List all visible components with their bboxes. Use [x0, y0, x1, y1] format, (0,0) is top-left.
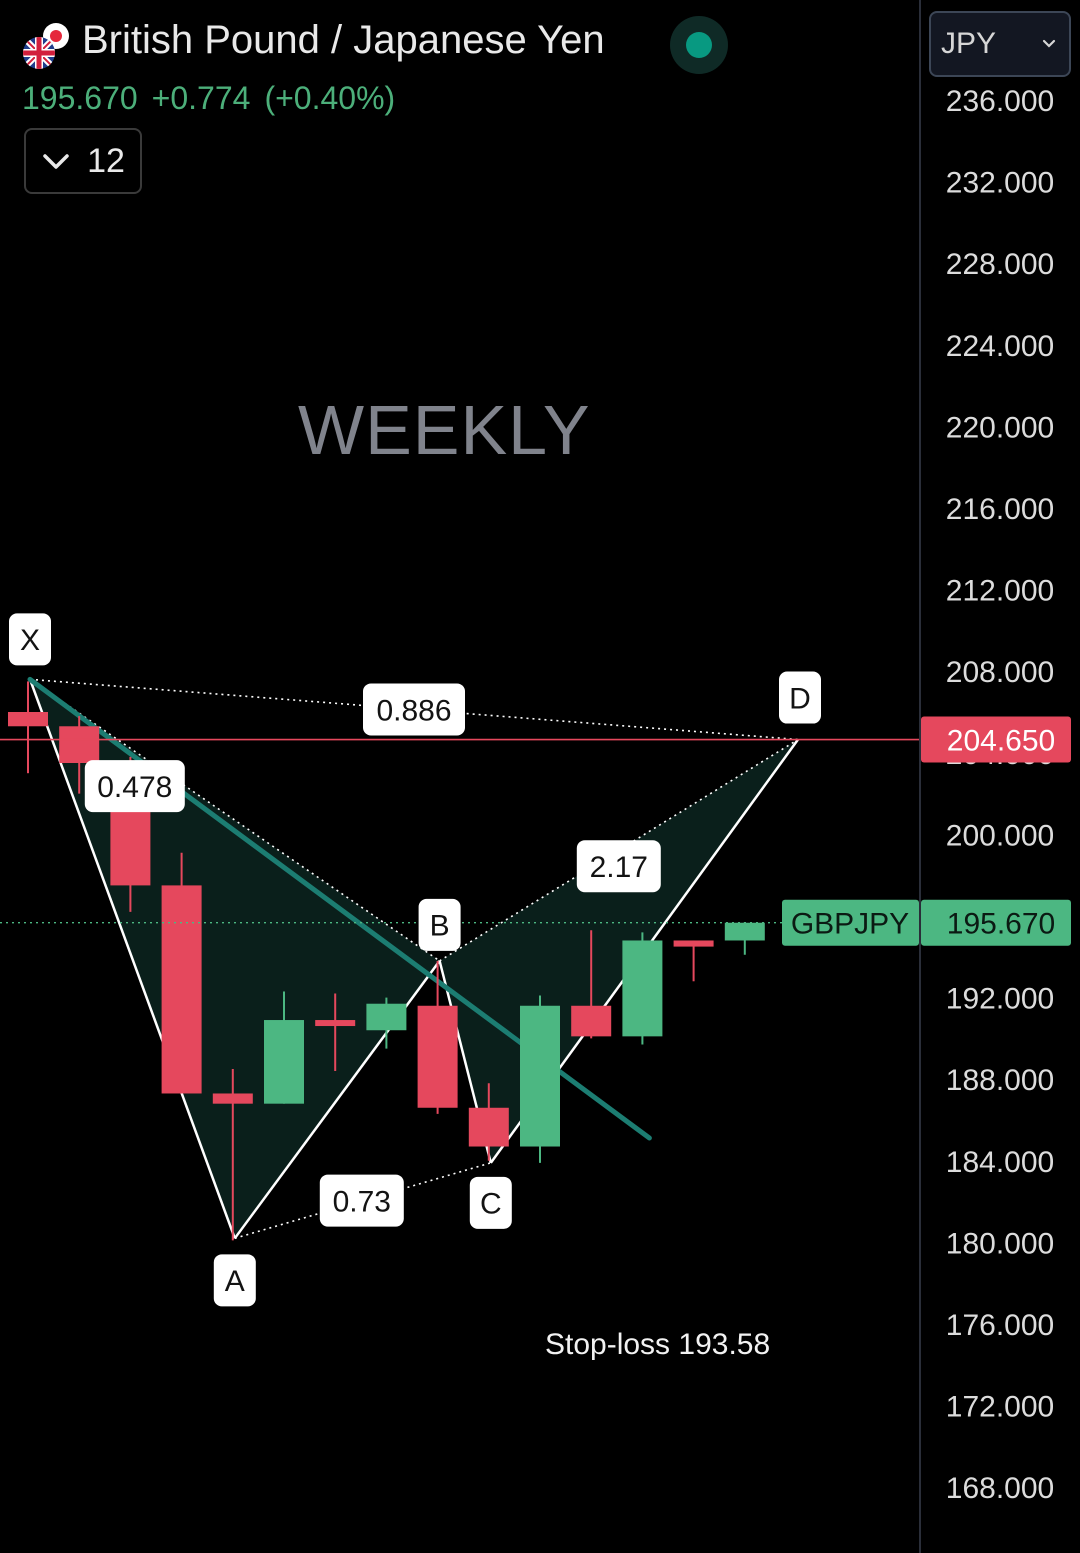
price-change-pct: (+0.40%) — [264, 80, 396, 116]
price-lines — [0, 738, 920, 924]
candle-body-down — [59, 726, 100, 763]
y-tick-label: 172.000 — [946, 1391, 1054, 1424]
chevron-down-icon — [43, 154, 69, 169]
ratio-label-text: 0.886 — [376, 694, 451, 727]
candle-body-up — [366, 1003, 407, 1031]
point-label-c: C — [469, 1176, 512, 1229]
currency-value: JPY — [941, 27, 997, 60]
red-price-badge — [921, 716, 1071, 763]
point-label-d: D — [779, 671, 821, 724]
pattern-ratio-line-XB — [29, 678, 441, 962]
candle-body-down — [468, 1107, 509, 1147]
symbol-title: British Pound / Japanese Yen — [82, 18, 605, 62]
ratio-label: 2.17 — [576, 840, 661, 893]
ratio-label-box — [576, 840, 661, 893]
y-tick-label: 208.000 — [946, 656, 1054, 689]
price-change: +0.774 — [151, 80, 251, 116]
ratio-label: 0.73 — [319, 1174, 404, 1227]
candle-body-down — [417, 1005, 458, 1108]
candle-body-up — [724, 922, 765, 941]
candle-body-up — [622, 940, 663, 1037]
y-tick-label: 188.000 — [946, 1064, 1054, 1097]
candle-body-down — [161, 885, 202, 1094]
y-tick-label: 228.000 — [946, 248, 1054, 281]
point-label-c-text: C — [480, 1188, 502, 1221]
y-tick-label: 200.000 — [946, 819, 1054, 852]
pattern-leg-XA — [28, 678, 236, 1239]
symbol-badge — [782, 899, 919, 946]
point-label-a: A — [213, 1254, 256, 1307]
point-label-x-box — [9, 613, 51, 666]
market-open-dot-icon — [686, 32, 712, 58]
point-label-d-text: D — [789, 682, 811, 715]
ratio-label-text: 0.478 — [97, 771, 172, 804]
ratio-label-box — [319, 1174, 404, 1227]
stop-loss-note: Stop-loss 193.58 — [545, 1328, 771, 1361]
candle-body-up — [520, 1005, 560, 1147]
y-tick-label: 180.000 — [946, 1227, 1054, 1260]
y-tick-label: 232.000 — [946, 167, 1054, 200]
point-label-x: X — [9, 613, 51, 666]
point-label-b: B — [418, 898, 461, 951]
market-status-indicator[interactable] — [670, 16, 728, 74]
point-label-a-box — [213, 1254, 256, 1307]
ratio-label: 0.478 — [84, 760, 185, 813]
price-summary: 195.670 +0.774 (+0.40%) — [22, 80, 409, 117]
y-tick-label: 216.000 — [946, 493, 1054, 526]
ratio-label: 0.886 — [363, 683, 465, 736]
last-price: 195.670 — [22, 80, 138, 116]
currency-select[interactable]: JPY — [929, 11, 1071, 77]
point-label-a-text: A — [225, 1265, 245, 1298]
y-tick-label: 192.000 — [946, 983, 1054, 1016]
current-price-badge — [921, 899, 1071, 946]
ratio-label-text: 2.17 — [590, 851, 648, 884]
y-tick-label: 212.000 — [946, 575, 1054, 608]
candle-body-down — [571, 1005, 612, 1037]
price-axis: 236.000 232.000 228.000 224.000 220.000 216.0… — [782, 85, 1071, 1505]
indicators-collapse-button[interactable]: 12 — [24, 128, 142, 194]
y-tick-label: 224.000 — [946, 330, 1054, 363]
current-price-badge-text: 195.670 — [947, 908, 1055, 941]
red-price-badge-text: 204.650 — [947, 725, 1055, 758]
candle-body-down — [212, 1093, 253, 1104]
timeframe-watermark: WEEKLY — [298, 391, 591, 469]
y-tick-label: 236.000 — [946, 85, 1054, 118]
symbol-badge-text: GBPJPY — [791, 908, 909, 941]
chevron-down-icon — [1042, 39, 1056, 48]
candle-body-down — [315, 1020, 356, 1027]
candle-body-down — [673, 940, 714, 947]
point-label-b-box — [418, 898, 461, 951]
point-label-b-text: B — [430, 910, 450, 943]
candle-body-up — [264, 1020, 304, 1104]
point-label-c-box — [469, 1176, 512, 1229]
axis-divider — [919, 0, 921, 1553]
candle-body-down — [8, 712, 48, 727]
point-label-d-box — [779, 671, 821, 724]
ratio-label-text: 0.73 — [333, 1185, 391, 1218]
pattern-labels: X A B C D 0.478 0.73 2.17 0.886 — [9, 613, 821, 1307]
y-tick-label: 168.000 — [946, 1472, 1054, 1505]
indicator-count: 12 — [87, 141, 125, 180]
y-tick-label: 184.000 — [946, 1146, 1054, 1179]
point-label-x-text: X — [20, 624, 40, 657]
y-tick-label: 220.000 — [946, 411, 1054, 444]
ratio-label-box — [363, 683, 465, 736]
y-tick-label: 176.000 — [946, 1309, 1054, 1342]
uk-japan-flag-icon — [23, 23, 69, 69]
ratio-label-box — [84, 760, 185, 813]
